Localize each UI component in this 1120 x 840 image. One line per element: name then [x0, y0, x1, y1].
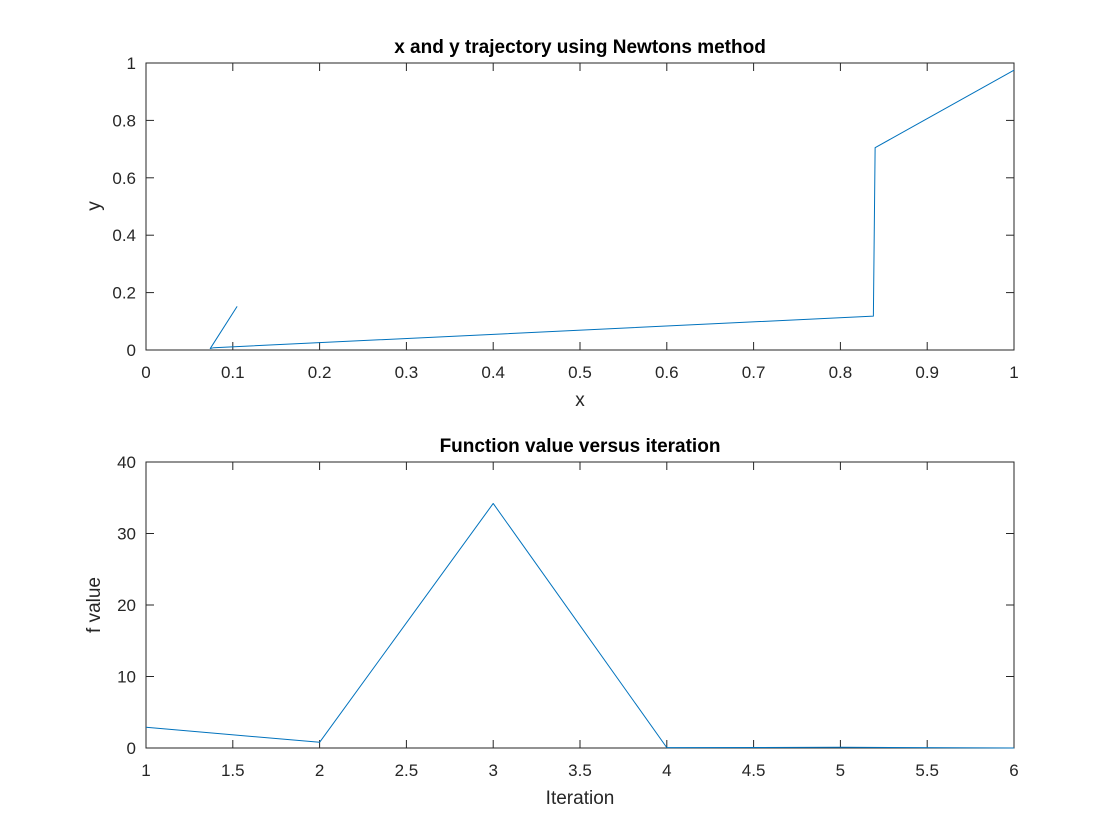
x-axis-label: x	[575, 390, 585, 411]
x-tick-label: 2	[315, 761, 324, 780]
x-axis: 1 1.5 2 2.5 3 3.5 4 4.5 5 5.5 6	[141, 462, 1019, 780]
y-tick-label: 0.8	[112, 111, 136, 130]
y-tick-label: 30	[117, 525, 136, 544]
x-tick-label: 0.6	[655, 363, 679, 382]
series-layer	[209, 69, 1015, 350]
subplot-function-value: Function value versus iteration 1 1.5 2 2.5…	[84, 436, 1019, 809]
x-tick-label: 0.1	[221, 363, 245, 382]
y-tick-label: 0	[127, 739, 136, 758]
chart-title: Function value versus iteration	[440, 436, 721, 457]
y-axis: 0 0.2 0.4 0.6 0.8 1	[112, 54, 1014, 360]
y-axis-label: f value	[84, 577, 105, 633]
x-tick-label: 4.5	[742, 761, 766, 780]
x-tick-label: 4	[662, 761, 671, 780]
plot-area	[145, 461, 1015, 749]
x-tick-label: 1	[141, 761, 150, 780]
x-axis: 0 0.1 0.2 0.3 0.4 0.5 0.6 0.7 0.8 0.9 1	[141, 63, 1019, 382]
y-tick-label: 10	[117, 668, 136, 687]
x-tick-label: 2.5	[395, 761, 419, 780]
y-tick-label: 40	[117, 453, 136, 472]
y-tick-label: 0.4	[112, 226, 136, 245]
subplot-trajectory: x and y trajectory using Newtons method …	[84, 37, 1019, 411]
y-tick-label: 0.2	[112, 284, 136, 303]
y-axis-label: y	[84, 201, 105, 211]
x-tick-label: 1	[1009, 363, 1018, 382]
x-tick-label: 5.5	[915, 761, 939, 780]
x-tick-label: 0.5	[568, 363, 592, 382]
y-tick-label: 1	[127, 54, 136, 73]
x-tick-label: 1.5	[221, 761, 245, 780]
x-tick-label: 0.9	[915, 363, 939, 382]
x-tick-label: 3.5	[568, 761, 592, 780]
x-tick-label: 0.4	[481, 363, 505, 382]
x-tick-label: 6	[1009, 761, 1018, 780]
x-tick-label: 0.7	[742, 363, 766, 382]
x-tick-label: 0	[141, 363, 150, 382]
x-tick-label: 5	[836, 761, 845, 780]
y-tick-label: 0	[127, 341, 136, 360]
x-axis-label: Iteration	[546, 788, 615, 809]
x-tick-label: 0.3	[395, 363, 419, 382]
series-layer	[145, 502, 1015, 749]
x-tick-label: 0.2	[308, 363, 332, 382]
y-tick-label: 20	[117, 596, 136, 615]
y-axis: 0 10 20 30 40	[117, 453, 1014, 758]
series-line	[145, 502, 1015, 749]
x-tick-label: 0.8	[829, 363, 853, 382]
x-tick-label: 3	[488, 761, 497, 780]
y-tick-label: 0.6	[112, 169, 136, 188]
plot-area	[145, 62, 1015, 351]
chart-title: x and y trajectory using Newtons method	[394, 37, 766, 58]
series-line	[209, 69, 1015, 350]
